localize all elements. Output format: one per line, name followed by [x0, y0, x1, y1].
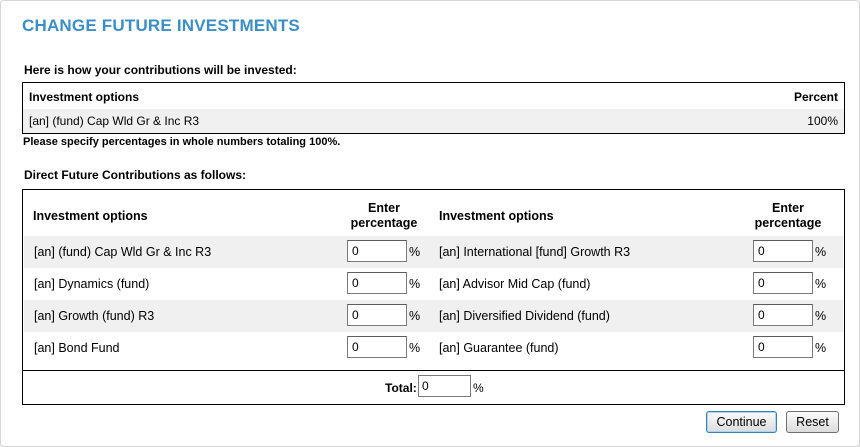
reset-button[interactable]: Reset — [786, 411, 839, 433]
option-label: [an] Advisor Mid Cap (fund) — [439, 277, 591, 291]
percentage-input[interactable] — [753, 272, 813, 294]
summary-intro: Here is how your contributions will be i… — [24, 63, 297, 77]
enter-line2: percentage — [350, 216, 418, 230]
total-divider — [23, 370, 844, 371]
enter-line1: Enter — [368, 201, 400, 215]
option-label: [an] Bond Fund — [34, 341, 120, 355]
continue-button[interactable]: Continue — [706, 411, 777, 433]
percent-sign: % — [473, 381, 484, 395]
table-row: [an] (fund) Cap Wld Gr & Inc R3 % [an] I… — [24, 236, 843, 268]
percent-sign: % — [815, 245, 827, 259]
summary-row: [an] (fund) Cap Wld Gr & Inc R3 100% — [23, 109, 844, 133]
enter-line2: percentage — [754, 216, 822, 230]
direct-header-option-left: Investment options — [33, 209, 148, 223]
direct-contributions-table: Investment options Enter percentage Inve… — [22, 189, 845, 405]
percentage-input[interactable] — [347, 272, 407, 294]
summary-table: Investment options Percent [an] (fund) C… — [22, 82, 845, 134]
option-label: [an] Diversified Dividend (fund) — [439, 309, 610, 323]
table-row: [an] Dynamics (fund) % [an] Advisor Mid … — [24, 268, 843, 300]
summary-row-option: [an] (fund) Cap Wld Gr & Inc R3 — [29, 114, 200, 128]
percent-sign: % — [409, 309, 421, 323]
option-label: [an] Growth (fund) R3 — [34, 309, 155, 323]
direct-header-option-right: Investment options — [439, 209, 554, 223]
table-row: [an] Bond Fund % [an] Guarantee (fund) % — [24, 332, 843, 364]
percent-sign: % — [409, 277, 421, 291]
percentage-input[interactable] — [347, 304, 407, 326]
direct-title: Direct Future Contributions as follows: — [24, 168, 247, 182]
option-label: [an] Guarantee (fund) — [439, 341, 559, 355]
total-label: Total: — [385, 381, 417, 395]
percent-sign: % — [815, 341, 827, 355]
table-row: [an] Growth (fund) R3 % [an] Diversified… — [24, 300, 843, 332]
percent-sign: % — [409, 341, 421, 355]
percentage-input[interactable] — [753, 240, 813, 262]
percent-sign: % — [409, 245, 421, 259]
option-label: [an] Dynamics (fund) — [34, 277, 150, 291]
summary-header-row: Investment options Percent — [23, 85, 844, 109]
direct-header-enter-right: Enter percentage — [743, 201, 833, 231]
summary-header-percent: Percent — [793, 90, 838, 104]
summary-header-option: Investment options — [29, 90, 140, 104]
percentage-input[interactable] — [347, 240, 407, 262]
direct-header-enter-left: Enter percentage — [339, 201, 429, 231]
percentage-input[interactable] — [753, 336, 813, 358]
total-input[interactable] — [418, 375, 471, 397]
percent-sign: % — [815, 277, 827, 291]
page-title: CHANGE FUTURE INVESTMENTS — [22, 16, 300, 35]
summary-row-percent: 100% — [807, 114, 838, 128]
option-label: [an] (fund) Cap Wld Gr & Inc R3 — [34, 245, 212, 259]
percentage-input[interactable] — [753, 304, 813, 326]
percent-sign: % — [815, 309, 827, 323]
enter-line1: Enter — [772, 201, 804, 215]
percentage-input[interactable] — [347, 336, 407, 358]
instruction-note: Please specify percentages in whole numb… — [23, 136, 341, 148]
option-label: [an] International [fund] Growth R3 — [439, 245, 631, 259]
